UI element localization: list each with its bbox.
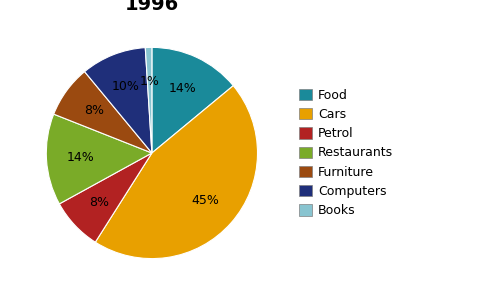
- Text: 8%: 8%: [84, 104, 104, 117]
- Text: 10%: 10%: [112, 80, 139, 93]
- Wedge shape: [145, 47, 152, 153]
- Wedge shape: [54, 72, 152, 153]
- Text: 45%: 45%: [192, 194, 220, 207]
- Wedge shape: [152, 47, 233, 153]
- Wedge shape: [46, 114, 152, 204]
- Text: 8%: 8%: [90, 196, 110, 209]
- Text: 14%: 14%: [169, 82, 196, 94]
- Legend: Food, Cars, Petrol, Restaurants, Furniture, Computers, Books: Food, Cars, Petrol, Restaurants, Furnitu…: [295, 85, 397, 221]
- Text: 14%: 14%: [66, 151, 94, 164]
- Wedge shape: [59, 153, 152, 242]
- Text: 1%: 1%: [140, 75, 160, 88]
- Wedge shape: [85, 48, 152, 153]
- Title: 1996: 1996: [125, 0, 179, 14]
- Wedge shape: [96, 86, 258, 259]
